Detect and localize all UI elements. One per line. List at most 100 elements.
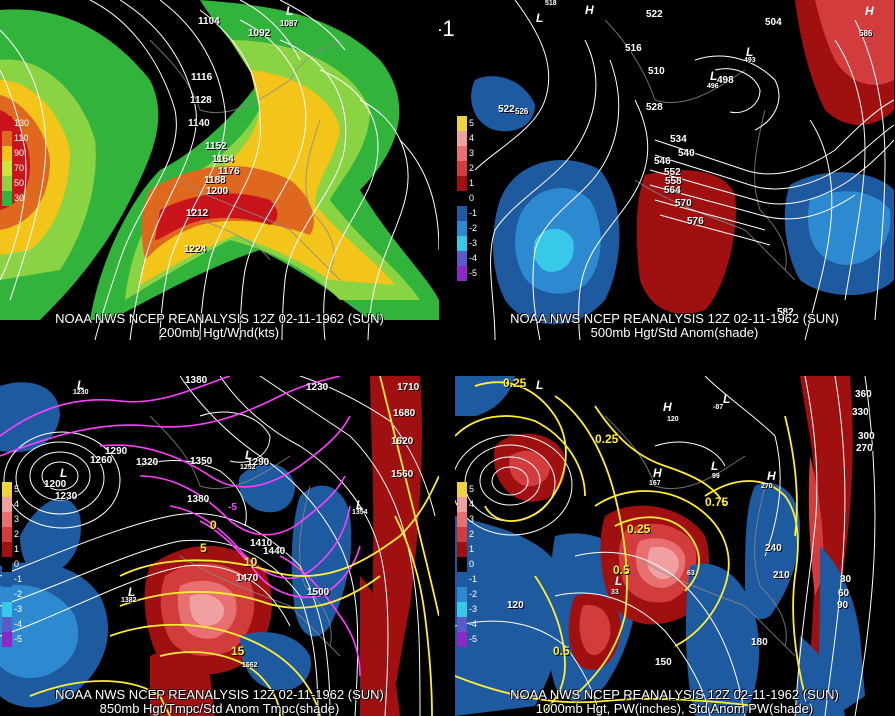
contour-label: 360 (855, 389, 872, 400)
pressure-value: 1087 (280, 19, 298, 28)
legend-label: 0 (469, 193, 475, 203)
high-pressure-marker: H (663, 400, 672, 414)
panel-200mb: 130 110 90 70 50 30 1104 1092 1116 1128 1140 … (0, 0, 439, 340)
legend-label: -3 (469, 604, 478, 614)
contour-label: 540 (678, 148, 695, 159)
temp-label: 15 (231, 644, 245, 658)
legend-swatch: 0 (2, 557, 19, 572)
legend-label: 5 (469, 118, 475, 128)
pressure-value: 270 (761, 483, 773, 490)
contour-label: 498 (717, 75, 734, 86)
legend-swatch: 70 (2, 161, 24, 176)
legend-label: -1 (469, 208, 478, 218)
legend-swatch: 0 (457, 191, 474, 206)
panel-850mb-map (0, 376, 439, 716)
contour-label: 270 (856, 443, 873, 454)
pw-anomaly-legend: 5 4 3 2 1 0 -1 -2 -3 -4 -5 (457, 482, 477, 647)
legend-label: 0 (14, 559, 20, 569)
legend-swatch: 3 (2, 512, 19, 527)
pressure-value: 33 (611, 589, 619, 596)
legend-swatch: 50 (2, 176, 24, 191)
contour-label: 564 (664, 185, 681, 196)
contour-label: 582 (777, 307, 794, 318)
pressure-value: 120 (667, 416, 679, 423)
contour-label: 30 (840, 574, 852, 585)
contour-label: 1410 (250, 538, 273, 549)
legend-swatch: 1 (2, 542, 19, 557)
legend-label: 130 (14, 118, 30, 128)
legend-label: 30 (14, 193, 25, 203)
legend-swatch: 5 (457, 116, 474, 131)
contour-label: 1212 (186, 208, 209, 219)
legend-label: 4 (14, 499, 20, 509)
legend-label: 4 (469, 499, 475, 509)
temp-label: 0 (210, 518, 217, 532)
pressure-value: 167 (649, 480, 661, 487)
wind-speed-legend: 130 110 90 70 50 30 (2, 116, 29, 206)
contour-label: 1620 (391, 436, 414, 447)
contour-label: 210 (773, 570, 790, 581)
pw-label: 0.5 (553, 644, 570, 658)
low-pressure-marker: L (710, 69, 718, 83)
temp-label: 10 (244, 555, 258, 569)
legend-label: -3 (14, 604, 23, 614)
contour-label: 1116 (191, 72, 213, 83)
legend-label: 110 (14, 133, 29, 143)
contour-label: 1440 (263, 546, 286, 557)
pw-label: 0.5 (613, 563, 630, 577)
contour-label: 1152 (205, 141, 227, 152)
pressure-value: 493 (744, 57, 756, 64)
panel-1000mb: 5 4 3 2 1 0 -1 -2 -3 -4 -5 360 330 300 270 240 210… (455, 376, 894, 716)
pressure-value: 1230 (73, 389, 89, 396)
temp-label: 5 (200, 541, 207, 555)
pressure-value: 63 (687, 570, 695, 577)
contour-label: 180 (751, 637, 768, 648)
caption-source: NOAA NWS NCEP REANALYSIS 12Z 02-11-1962 … (55, 311, 384, 326)
legend-swatch: -1 (2, 572, 22, 587)
legend-swatch: 4 (457, 497, 474, 512)
legend-label: -1 (14, 574, 23, 584)
contour-label: 552 (664, 167, 681, 178)
panel-500mb-map (471, 0, 894, 340)
low-pressure-marker: L (128, 585, 136, 599)
pressure-value: -87 (713, 404, 724, 411)
contour-label: 120 (507, 600, 524, 611)
legend-label: -4 (469, 619, 478, 629)
legend-swatch: 1 (457, 176, 474, 191)
contour-label: 1092 (248, 28, 271, 39)
contour-label: 60 (838, 588, 850, 599)
legend-label: -4 (469, 253, 478, 263)
legend-label: 3 (14, 514, 20, 524)
contour-label: 1224 (184, 244, 207, 255)
panel-200mb-map (0, 0, 439, 340)
contour-label: 240 (765, 543, 782, 554)
contour-label: 1290 (105, 446, 128, 457)
legend-label: 4 (469, 133, 475, 143)
contour-label: 1230 (306, 382, 329, 393)
legend-swatch: 3 (457, 146, 474, 161)
pressure-value: 1382 (121, 597, 137, 604)
contour-label: 1140 (188, 118, 210, 129)
contour-label: 1188 (204, 175, 226, 186)
contour-label: 1500 (307, 587, 330, 598)
legend-swatch: 2 (457, 527, 474, 542)
contour-label: 300 (858, 431, 875, 442)
legend-label: 90 (14, 148, 25, 158)
legend-swatch: -1 (457, 206, 477, 221)
contour-label: 1560 (391, 469, 414, 480)
low-pressure-marker: L (77, 378, 85, 392)
contour-label: 1128 (190, 95, 212, 106)
caption-field: 500mb Hgt/Std Anom(shade) (590, 325, 759, 340)
temp-label: -5 (228, 502, 237, 513)
low-pressure-marker: L (286, 4, 294, 18)
low-pressure-marker: L (60, 466, 68, 480)
legend-swatch: 90 (2, 146, 24, 161)
pressure-value: 1354 (352, 509, 368, 516)
legend-swatch: 4 (457, 131, 474, 146)
contour-label: 1710 (397, 382, 420, 393)
legend-label: 3 (469, 148, 475, 158)
legend-swatch: -3 (2, 602, 22, 617)
legend-swatch: 110 (2, 131, 28, 146)
legend-swatch: -5 (457, 266, 477, 281)
panel-850mb: 5 4 3 2 1 0 -1 -2 -3 -4 -5 1380 1230 1260 1290 132… (0, 376, 439, 716)
